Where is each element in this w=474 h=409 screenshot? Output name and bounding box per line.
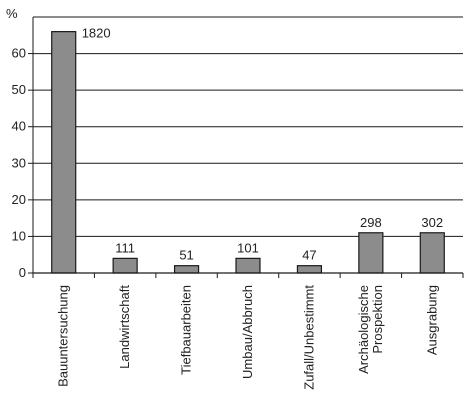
bar xyxy=(112,257,138,274)
data-label: 111 xyxy=(115,240,135,255)
category-label-text: Umbau/Abbruch xyxy=(240,285,255,379)
category-label: Ausgrabung xyxy=(424,285,439,355)
category-label: Bauuntersuchung xyxy=(56,285,71,387)
axes xyxy=(32,17,464,278)
category-label: ArchäologischeProspektion xyxy=(356,285,385,374)
data-label: 302 xyxy=(421,215,443,230)
bar xyxy=(51,31,77,274)
category-label-text: ArchäologischeProspektion xyxy=(356,285,385,374)
data-label: 47 xyxy=(302,248,316,263)
category-label-text: Bauuntersuchung xyxy=(56,285,71,387)
grid-lines xyxy=(33,16,463,274)
data-label: 298 xyxy=(360,215,382,230)
category-label: Umbau/Abbruch xyxy=(240,285,255,379)
y-tick-label: 60 xyxy=(12,46,26,61)
bar xyxy=(235,257,261,274)
bar xyxy=(419,232,445,274)
data-label: 101 xyxy=(237,240,259,255)
y-tick-label: 20 xyxy=(12,192,26,207)
category-label-text: Landwirtschaft xyxy=(117,285,132,369)
bar xyxy=(296,265,323,274)
category-labels: Bauuntersuchung Landwirtschaft Tiefbauarbe… xyxy=(56,285,440,390)
y-tick-label: 40 xyxy=(12,119,26,134)
y-tick-label: 30 xyxy=(12,155,26,170)
bars xyxy=(51,31,445,274)
y-tick-labels: 0 10 20 30 40 50 60 xyxy=(12,46,33,280)
bar xyxy=(173,265,200,274)
category-label: Landwirtschaft xyxy=(117,285,132,369)
data-labels: 1820 111 51 101 47 298 302 xyxy=(82,26,443,263)
category-label-text: Ausgrabung xyxy=(424,285,439,355)
y-tick-label: 50 xyxy=(12,82,26,97)
data-label: 1820 xyxy=(82,26,111,41)
y-tick-label: 10 xyxy=(12,228,26,243)
category-label-text: Tiefbauarbeiten xyxy=(179,285,194,375)
y-axis-unit-label: % xyxy=(6,6,18,21)
y-tick-label: 0 xyxy=(19,265,26,280)
bar xyxy=(358,232,384,274)
category-label: Zufall/Unbestimmt xyxy=(301,285,316,390)
data-label: 51 xyxy=(179,248,193,263)
category-label: Tiefbauarbeiten xyxy=(179,285,194,375)
category-label-text: Zufall/Unbestimmt xyxy=(301,285,316,390)
